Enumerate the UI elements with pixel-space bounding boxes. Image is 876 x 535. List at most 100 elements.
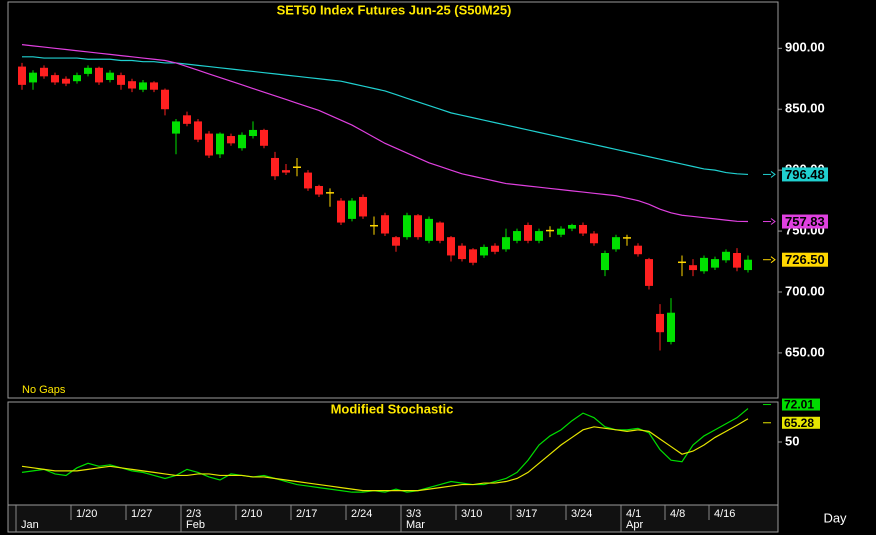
x-tick-label: 1/20 — [76, 508, 97, 520]
candle-body — [689, 265, 697, 271]
x-tick-label: 3/3 — [406, 508, 421, 520]
x-tick-label: 3/24 — [571, 508, 592, 520]
line-series — [21, 408, 749, 493]
value-tag-label: 726.50 — [785, 252, 825, 267]
candle-body — [546, 229, 554, 232]
candle-body — [216, 133, 224, 155]
candle-body — [238, 134, 246, 149]
line-series — [21, 44, 749, 223]
value-tag-label: 65.28 — [784, 416, 814, 430]
candle-body — [612, 237, 620, 250]
chart-title: SET50 Index Futures Jun-25 (S50M25) — [277, 2, 512, 17]
candle-body — [282, 170, 290, 173]
date-strip — [7, 504, 779, 533]
candle-body — [73, 75, 81, 82]
candle-body — [260, 129, 268, 146]
value-tag-label: 757.83 — [785, 214, 825, 229]
candle-body — [392, 237, 400, 246]
x-tick-label: 4/16 — [714, 508, 735, 520]
candle-body — [469, 249, 477, 263]
month-label: Apr — [626, 519, 643, 531]
value-tag — [782, 416, 820, 429]
x-tick-label: 4/1 — [626, 508, 641, 520]
month-label: Mar — [406, 519, 425, 531]
candle-body — [227, 136, 235, 144]
x-tick-label: 2/17 — [296, 508, 317, 520]
candle-body — [51, 75, 59, 83]
candle-body — [502, 237, 510, 250]
candle-body — [403, 215, 411, 238]
candle-body — [590, 233, 598, 244]
candle-body — [678, 261, 686, 264]
candle-body — [249, 129, 257, 137]
x-tick-label: 4/8 — [670, 508, 685, 520]
candle-body — [568, 224, 576, 229]
y-tick-label: 900.00 — [785, 40, 825, 55]
x-tick-label: 3/10 — [461, 508, 482, 520]
candle-body — [436, 222, 444, 241]
candle-body — [601, 253, 609, 271]
candle-body — [425, 218, 433, 241]
candle-body — [348, 200, 356, 219]
candle-body — [315, 185, 323, 195]
month-label: Jan — [21, 519, 39, 531]
value-tag — [782, 167, 828, 182]
x-tick-label: 2/3 — [186, 508, 201, 520]
value-tag — [782, 252, 828, 267]
candle-body — [293, 166, 301, 168]
candle-body — [623, 237, 631, 239]
candle-body — [271, 157, 279, 177]
value-tag-label: 796.48 — [785, 167, 825, 182]
candle-body — [172, 121, 180, 134]
candle-body — [557, 228, 565, 235]
candle-body — [183, 115, 191, 124]
line-series — [21, 418, 749, 492]
tag-arrowhead — [770, 218, 776, 225]
candle-body — [535, 231, 543, 241]
stochastic-title: Modified Stochastic — [331, 401, 454, 416]
candle-body — [337, 200, 345, 223]
candle-body — [656, 313, 664, 333]
y-tick-label: 650.00 — [785, 344, 825, 359]
candle-body — [150, 82, 158, 90]
y-tick-label: 700.00 — [785, 283, 825, 298]
candle-body — [84, 67, 92, 74]
annotation: No Gaps — [22, 384, 66, 396]
tag-arrowhead — [770, 256, 776, 264]
candle-body — [194, 121, 202, 140]
price-panel — [7, 1, 779, 399]
candle-body — [744, 259, 752, 271]
x-tick-label: 3/17 — [516, 508, 537, 520]
candle-body — [447, 237, 455, 256]
candle-body — [524, 224, 532, 241]
month-label: Feb — [186, 519, 205, 531]
candle-body — [414, 215, 422, 238]
candle-body — [304, 172, 312, 189]
x-axis-label: Day — [823, 510, 847, 525]
candle-body — [95, 67, 103, 83]
candle-body — [700, 257, 708, 272]
candle-body — [161, 89, 169, 110]
value-tag — [782, 398, 820, 411]
candle-body — [29, 72, 37, 83]
candle-body — [667, 312, 675, 342]
candle-body — [381, 215, 389, 234]
candle-body — [579, 224, 587, 234]
x-tick-label: 2/24 — [351, 508, 372, 520]
candle-body — [128, 81, 136, 89]
candle-body — [139, 82, 147, 90]
candle-body — [40, 67, 48, 77]
candle-body — [62, 78, 70, 84]
candle-body — [645, 259, 653, 286]
candle-body — [458, 245, 466, 260]
candle-body — [491, 245, 499, 252]
candle-body — [326, 192, 334, 194]
candle-body — [117, 75, 125, 85]
y-tick-label: 50 — [785, 433, 799, 448]
candle-body — [18, 66, 26, 85]
candle-body — [722, 251, 730, 261]
x-tick-label: 2/10 — [241, 508, 262, 520]
candle-body — [634, 245, 642, 255]
